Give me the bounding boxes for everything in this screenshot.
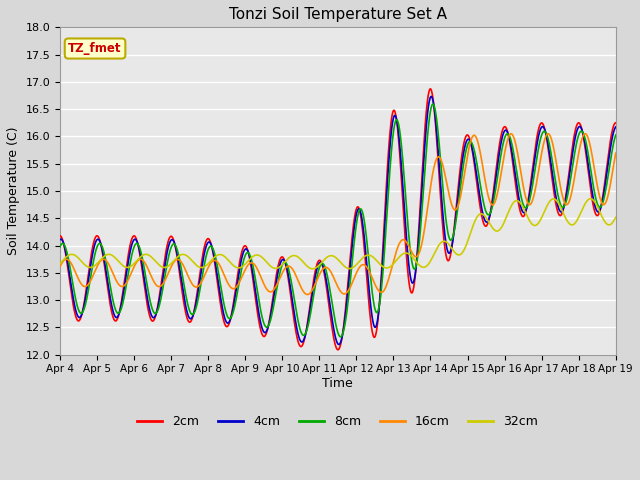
2cm <box>426 86 434 92</box>
16cm <box>581 131 589 137</box>
2cm <box>334 347 342 353</box>
4cm <box>497 138 505 144</box>
2cm <box>424 91 432 97</box>
32cm <box>612 215 620 220</box>
32cm <box>587 196 595 202</box>
2cm <box>166 234 174 240</box>
Line: 16cm: 16cm <box>60 134 616 295</box>
Line: 2cm: 2cm <box>60 89 616 350</box>
Line: 4cm: 4cm <box>60 96 616 345</box>
4cm <box>335 342 342 348</box>
8cm <box>424 124 432 130</box>
16cm <box>424 199 432 204</box>
32cm <box>56 261 64 266</box>
32cm <box>166 262 174 267</box>
8cm <box>497 149 505 155</box>
Text: TZ_fmet: TZ_fmet <box>68 42 122 55</box>
16cm <box>547 133 554 139</box>
16cm <box>497 171 505 177</box>
32cm <box>242 261 250 266</box>
2cm <box>56 233 64 239</box>
32cm <box>308 266 316 272</box>
4cm <box>56 237 64 242</box>
4cm <box>242 246 250 252</box>
16cm <box>304 292 312 298</box>
32cm <box>180 252 188 257</box>
2cm <box>547 163 554 169</box>
4cm <box>612 124 620 130</box>
Line: 8cm: 8cm <box>60 104 616 337</box>
8cm <box>547 147 554 153</box>
2cm <box>612 120 620 126</box>
8cm <box>166 248 174 253</box>
4cm <box>180 291 188 297</box>
16cm <box>56 264 64 270</box>
16cm <box>612 150 620 156</box>
32cm <box>497 225 505 231</box>
4cm <box>424 104 432 109</box>
2cm <box>180 298 188 304</box>
8cm <box>180 279 188 285</box>
Line: 32cm: 32cm <box>60 199 616 269</box>
8cm <box>337 334 344 340</box>
4cm <box>547 157 554 163</box>
2cm <box>242 243 250 249</box>
32cm <box>547 198 554 204</box>
8cm <box>612 132 620 138</box>
16cm <box>166 266 174 272</box>
8cm <box>56 244 64 250</box>
4cm <box>166 239 174 245</box>
Y-axis label: Soil Temperature (C): Soil Temperature (C) <box>7 127 20 255</box>
4cm <box>428 94 435 99</box>
X-axis label: Time: Time <box>323 377 353 390</box>
2cm <box>497 131 505 137</box>
8cm <box>242 252 250 257</box>
8cm <box>429 101 437 107</box>
Title: Tonzi Soil Temperature Set A: Tonzi Soil Temperature Set A <box>229 7 447 22</box>
32cm <box>424 261 432 267</box>
16cm <box>180 263 188 269</box>
16cm <box>242 266 250 272</box>
Legend: 2cm, 4cm, 8cm, 16cm, 32cm: 2cm, 4cm, 8cm, 16cm, 32cm <box>132 410 543 433</box>
